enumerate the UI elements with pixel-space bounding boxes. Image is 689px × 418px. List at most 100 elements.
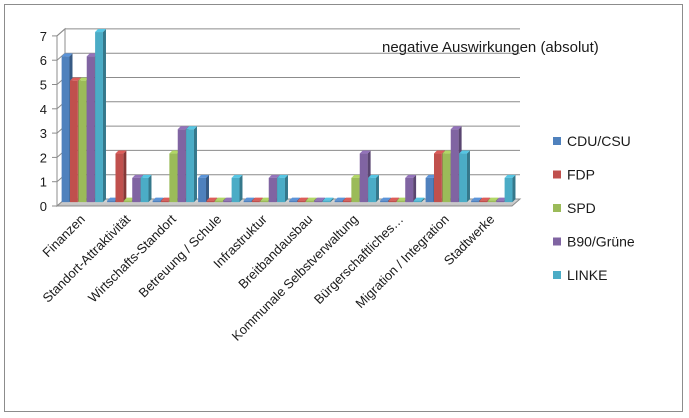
bar-top: [61, 53, 73, 57]
bar-top: [289, 197, 300, 201]
chart-frame: [4, 4, 683, 412]
bar-front: [351, 177, 360, 203]
bar-top: [359, 150, 371, 154]
bar-front: [69, 80, 78, 203]
category-label: Bürgerschaftliches…: [311, 212, 406, 307]
bar: [405, 174, 417, 203]
legend-item: FDP: [553, 167, 595, 183]
bar-front: [289, 200, 297, 203]
bar-top: [243, 197, 255, 201]
bar-side: [284, 174, 288, 203]
y-tick-labels: 0 1 2 3 4 5 6 7: [40, 29, 47, 214]
bar-front: [487, 200, 496, 203]
gridlines: [56, 28, 520, 183]
bar: [459, 150, 470, 203]
bar-front: [442, 153, 451, 203]
legend-swatch: [553, 137, 561, 145]
bar-side: [123, 150, 127, 203]
bar-top: [322, 197, 334, 201]
bar-front: [132, 177, 141, 203]
bar-front: [413, 200, 422, 203]
bar: [115, 150, 127, 203]
bar: [368, 174, 379, 203]
bar-side: [239, 174, 243, 203]
bar-front: [231, 177, 240, 203]
legend-label: FDP: [567, 167, 595, 183]
bar-top: [368, 174, 379, 178]
bar-top: [86, 53, 98, 57]
bar-front: [359, 153, 368, 203]
y-tick-label: 5: [40, 78, 47, 93]
bar-top: [186, 126, 197, 130]
bar-front: [479, 200, 488, 203]
bar-top: [132, 174, 144, 178]
bar-front: [396, 200, 405, 203]
legend-swatch: [553, 237, 561, 246]
bar-side: [466, 150, 470, 203]
bar-top: [115, 150, 127, 154]
bar: [198, 174, 209, 203]
bar-front: [206, 200, 215, 203]
bar-top: [214, 197, 226, 201]
bar-side: [421, 197, 425, 203]
legend-item: CDU/CSU: [553, 133, 631, 149]
bar-top: [198, 174, 209, 178]
legend-label: B90/Grüne: [567, 234, 635, 250]
bar-side: [205, 174, 209, 203]
bar: [231, 174, 243, 203]
y-tick-label: 0: [40, 199, 47, 214]
bar-front: [152, 200, 161, 203]
bar-top: [268, 174, 280, 178]
bar-top: [69, 77, 81, 81]
bar-top: [442, 150, 454, 154]
bar-top: [169, 150, 181, 154]
bar-top: [471, 197, 482, 201]
bar-front: [251, 200, 260, 203]
legend-item: LINKE: [553, 267, 607, 283]
bar-top: [413, 197, 425, 201]
category-label: Migration / Integration: [352, 212, 452, 312]
bar-front: [459, 153, 467, 203]
bar-top: [342, 197, 354, 201]
bar-front: [140, 177, 149, 203]
bar-front: [223, 200, 232, 203]
bar-front: [115, 153, 124, 203]
bar-side: [413, 174, 417, 203]
bar-top: [160, 197, 172, 201]
bar-side: [148, 174, 152, 203]
bar-front: [78, 80, 87, 203]
bar-front: [322, 200, 331, 203]
bar-front: [95, 32, 103, 203]
bar-top: [487, 197, 499, 201]
bar-front: [268, 177, 277, 203]
bars: [61, 29, 516, 203]
bar-front: [107, 200, 115, 203]
bar-front: [471, 200, 479, 203]
bar-top: [396, 197, 408, 201]
bar-top: [351, 174, 363, 178]
bar-front: [186, 129, 194, 203]
bar-top: [433, 150, 445, 154]
bar-top: [107, 197, 118, 201]
bar-front: [123, 200, 132, 203]
bar-front: [277, 177, 285, 203]
bar-front: [160, 200, 169, 203]
bar-top: [479, 197, 491, 201]
legend-item: B90/Grüne: [553, 234, 635, 250]
bar-top: [297, 197, 309, 201]
bar-front: [334, 200, 343, 203]
bar: [140, 174, 152, 203]
bar-top: [206, 197, 218, 201]
bar-top: [251, 197, 263, 201]
gridline-side: [56, 28, 66, 37]
bar-front: [86, 56, 95, 203]
bar-front: [496, 200, 505, 203]
bar-front: [504, 177, 513, 203]
bar-top: [305, 197, 317, 201]
bar-top: [260, 197, 272, 201]
category-label: Standort-Attraktivität: [39, 211, 133, 305]
category-labels: FinanzenStandort-AttraktivitätWirtschaft…: [39, 211, 497, 344]
category-label: Betreuung / Schule: [136, 212, 225, 301]
y-tick-label: 7: [40, 29, 47, 44]
legend-label: CDU/CSU: [567, 133, 631, 149]
